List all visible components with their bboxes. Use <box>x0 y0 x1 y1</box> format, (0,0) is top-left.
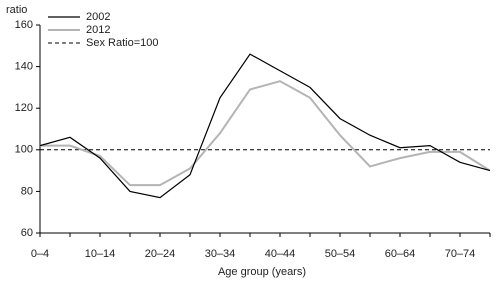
x-tick-label: 10–14 <box>85 248 116 260</box>
x-tick-label: 0–4 <box>31 248 49 260</box>
x-tick-label: 50–54 <box>325 248 356 260</box>
y-tick-label: 140 <box>15 61 33 73</box>
x-tick-label: 60–64 <box>385 248 416 260</box>
x-tick-label: 70–74 <box>445 248 476 260</box>
legend-label: 2002 <box>86 11 110 23</box>
y-tick-label: 60 <box>21 227 33 239</box>
x-tick-label: 20–24 <box>145 248 176 260</box>
y-tick-label: 120 <box>15 102 33 114</box>
x-tick-label: 40–44 <box>265 248 296 260</box>
data-line <box>40 80 491 187</box>
y-tick-label: 80 <box>21 185 33 197</box>
data-line <box>39 53 491 199</box>
y-tick-label: 100 <box>15 144 33 156</box>
y-tick-label: 160 <box>15 19 33 31</box>
legend-label: 2012 <box>86 24 110 36</box>
x-tick-label: 30–34 <box>205 248 236 260</box>
x-axis-label: Age group (years) <box>218 266 306 278</box>
y-axis-label: ratio <box>6 4 27 16</box>
legend-label: Sex Ratio=100 <box>86 37 158 49</box>
